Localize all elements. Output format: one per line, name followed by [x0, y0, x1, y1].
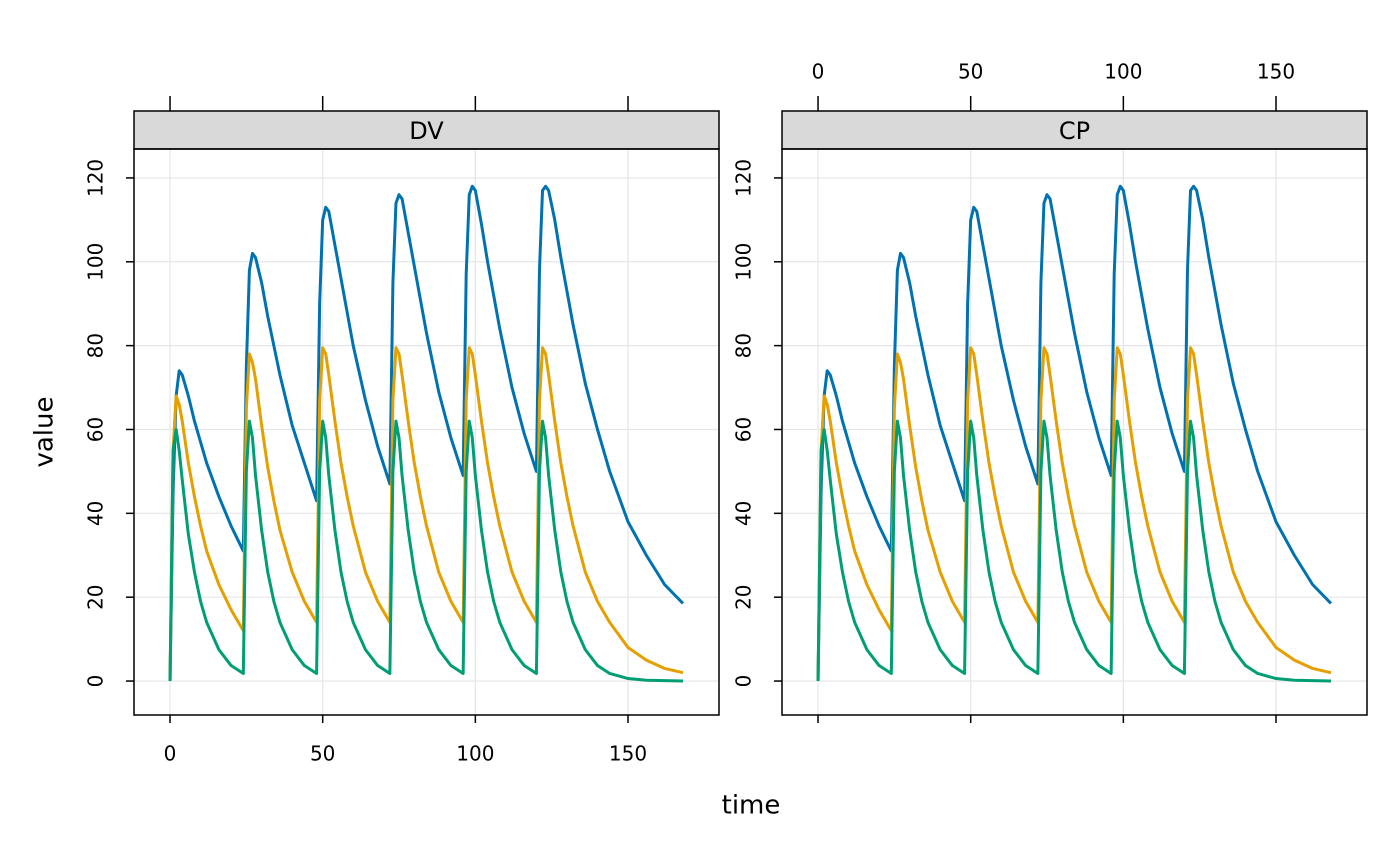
y-tick-label: 60 — [84, 417, 108, 442]
x-tick-label: 150 — [609, 742, 647, 766]
y-tick-label: 80 — [84, 333, 108, 358]
panel-strip — [781, 110, 1368, 150]
y-axis-label: value — [30, 396, 60, 467]
y-tick-label: 80 — [732, 333, 756, 358]
series-line — [816, 419, 1332, 683]
y-tick-label: 20 — [84, 584, 108, 609]
panel-title: DV — [409, 117, 444, 145]
x-tick-label: 0 — [164, 742, 177, 766]
panel-title: CP — [1059, 117, 1090, 145]
y-tick-label: 40 — [732, 501, 756, 526]
x-axis-label: time — [722, 791, 781, 821]
y-tick-label: 20 — [732, 584, 756, 609]
series-line — [168, 419, 684, 683]
y-tick-label: 40 — [84, 501, 108, 526]
x-tick-label: 50 — [310, 742, 335, 766]
panel-strip — [133, 110, 720, 150]
x-tick-label: 0 — [812, 60, 825, 84]
y-tick-label: 120 — [732, 159, 756, 197]
y-tick-label: 0 — [84, 675, 108, 688]
x-tick-label: 100 — [456, 742, 494, 766]
y-tick-label: 120 — [84, 159, 108, 197]
panel-frame — [781, 148, 1368, 716]
y-tick-label: 60 — [732, 417, 756, 442]
x-tick-label: 100 — [1104, 60, 1142, 84]
y-tick-label: 0 — [732, 675, 756, 688]
y-tick-label: 100 — [84, 243, 108, 281]
x-tick-label: 150 — [1257, 60, 1295, 84]
x-tick-label: 50 — [958, 60, 983, 84]
y-tick-label: 100 — [732, 243, 756, 281]
panel-frame — [133, 148, 720, 716]
